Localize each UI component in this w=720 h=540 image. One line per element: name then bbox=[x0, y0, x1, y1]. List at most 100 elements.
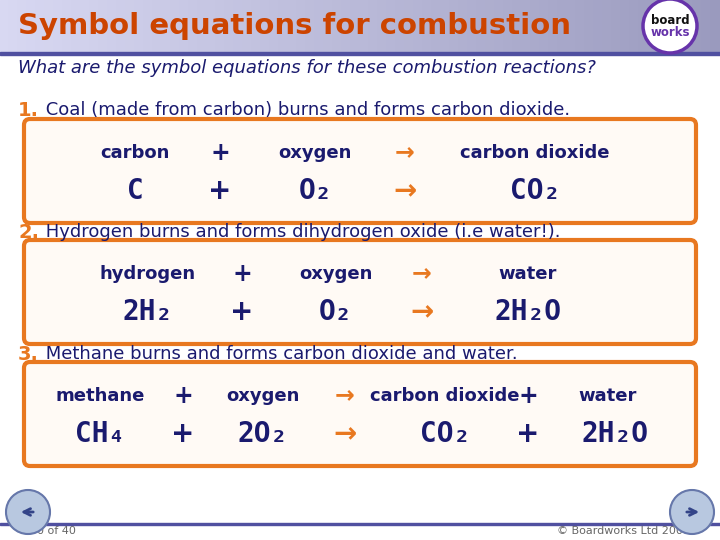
Bar bbox=[225, 0, 235, 52]
Bar bbox=[216, 0, 226, 52]
Bar bbox=[567, 0, 577, 52]
Bar bbox=[549, 0, 559, 52]
Bar bbox=[477, 0, 487, 52]
Bar bbox=[414, 0, 424, 52]
Bar bbox=[468, 0, 478, 52]
Bar bbox=[396, 0, 406, 52]
Bar bbox=[180, 0, 190, 52]
Bar bbox=[0, 523, 720, 525]
Text: board: board bbox=[651, 14, 689, 26]
Bar bbox=[108, 0, 118, 52]
Text: +: + bbox=[173, 383, 193, 408]
Bar bbox=[90, 0, 100, 52]
Text: CH₄: CH₄ bbox=[75, 420, 125, 448]
Bar bbox=[126, 0, 136, 52]
Text: C: C bbox=[127, 177, 143, 205]
Text: O₂: O₂ bbox=[319, 298, 353, 326]
FancyBboxPatch shape bbox=[24, 362, 696, 466]
FancyArrowPatch shape bbox=[24, 509, 33, 515]
Bar bbox=[630, 0, 640, 52]
Bar bbox=[261, 0, 271, 52]
Text: +: + bbox=[208, 177, 232, 205]
Bar bbox=[441, 0, 451, 52]
Text: 2H₂: 2H₂ bbox=[123, 298, 173, 326]
Text: →: → bbox=[335, 383, 355, 408]
Bar bbox=[378, 0, 388, 52]
Bar bbox=[243, 0, 253, 52]
Text: carbon dioxide: carbon dioxide bbox=[460, 144, 610, 161]
Text: 30 of 40: 30 of 40 bbox=[30, 526, 76, 536]
Text: hydrogen: hydrogen bbox=[100, 265, 196, 282]
Bar bbox=[693, 0, 703, 52]
FancyBboxPatch shape bbox=[24, 119, 696, 223]
Text: Methane burns and forms carbon dioxide and water.: Methane burns and forms carbon dioxide a… bbox=[40, 345, 518, 363]
Text: oxygen: oxygen bbox=[279, 144, 351, 161]
Text: carbon: carbon bbox=[100, 144, 170, 161]
Bar bbox=[18, 0, 28, 52]
Bar bbox=[702, 0, 712, 52]
Bar bbox=[288, 0, 298, 52]
Text: Coal (made from carbon) burns and forms carbon dioxide.: Coal (made from carbon) burns and forms … bbox=[40, 101, 570, 119]
Bar bbox=[387, 0, 397, 52]
Bar bbox=[558, 0, 568, 52]
Bar bbox=[9, 0, 19, 52]
Text: +: + bbox=[232, 261, 252, 286]
Bar bbox=[333, 0, 343, 52]
Text: O₂: O₂ bbox=[298, 177, 332, 205]
Bar bbox=[189, 0, 199, 52]
Bar bbox=[117, 0, 127, 52]
Bar bbox=[603, 0, 613, 52]
Text: →: → bbox=[333, 420, 356, 448]
Circle shape bbox=[670, 490, 714, 534]
Text: →: → bbox=[410, 298, 433, 326]
Bar bbox=[531, 0, 541, 52]
Text: 3.: 3. bbox=[18, 345, 39, 363]
Bar bbox=[207, 0, 217, 52]
Text: 2.: 2. bbox=[18, 222, 39, 241]
Circle shape bbox=[643, 0, 697, 53]
FancyBboxPatch shape bbox=[24, 240, 696, 344]
Bar bbox=[450, 0, 460, 52]
Bar bbox=[171, 0, 181, 52]
Bar bbox=[0, 52, 720, 55]
Bar bbox=[0, 0, 10, 52]
Text: →: → bbox=[395, 140, 415, 165]
Text: methane: methane bbox=[55, 387, 145, 404]
FancyArrowPatch shape bbox=[687, 509, 696, 515]
Circle shape bbox=[6, 490, 50, 534]
Text: water: water bbox=[499, 265, 557, 282]
Bar bbox=[639, 0, 649, 52]
Bar bbox=[405, 0, 415, 52]
Bar bbox=[576, 0, 586, 52]
Bar bbox=[144, 0, 154, 52]
Text: water: water bbox=[579, 387, 637, 404]
Bar bbox=[54, 0, 64, 52]
Text: What are the symbol equations for these combustion reactions?: What are the symbol equations for these … bbox=[18, 59, 596, 77]
Text: →: → bbox=[393, 177, 417, 205]
Bar bbox=[351, 0, 361, 52]
Bar bbox=[423, 0, 433, 52]
Bar bbox=[504, 0, 514, 52]
Bar bbox=[72, 0, 82, 52]
Bar bbox=[315, 0, 325, 52]
Text: +: + bbox=[518, 383, 538, 408]
Text: Symbol equations for combustion: Symbol equations for combustion bbox=[18, 12, 571, 40]
Bar bbox=[513, 0, 523, 52]
Bar bbox=[342, 0, 352, 52]
Bar bbox=[135, 0, 145, 52]
Bar bbox=[522, 0, 532, 52]
Bar bbox=[279, 0, 289, 52]
Text: oxygen: oxygen bbox=[300, 265, 373, 282]
Bar bbox=[27, 0, 37, 52]
Bar bbox=[648, 0, 658, 52]
Text: © Boardworks Ltd 2008: © Boardworks Ltd 2008 bbox=[557, 526, 690, 536]
Bar bbox=[585, 0, 595, 52]
Bar bbox=[594, 0, 604, 52]
Bar bbox=[360, 0, 370, 52]
Text: 1.: 1. bbox=[18, 100, 39, 119]
Bar bbox=[81, 0, 91, 52]
Bar bbox=[162, 0, 172, 52]
Bar bbox=[297, 0, 307, 52]
Text: CO₂: CO₂ bbox=[420, 420, 470, 448]
Bar bbox=[306, 0, 316, 52]
